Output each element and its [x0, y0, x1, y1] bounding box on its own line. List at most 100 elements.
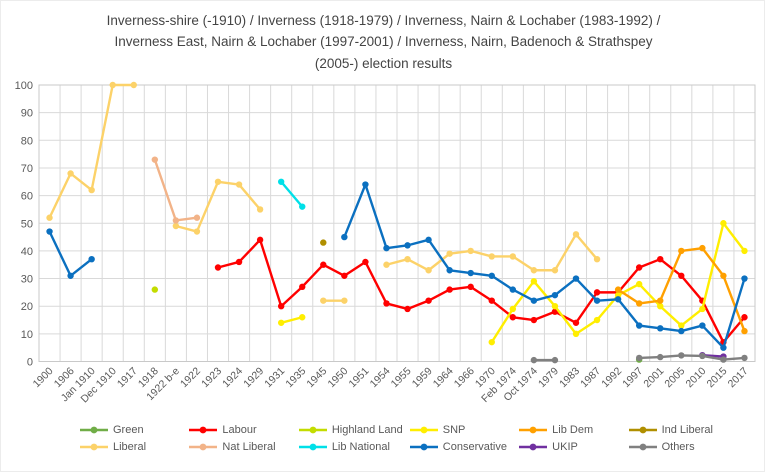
- series-point-liberal: [46, 214, 53, 221]
- x-tick-label: 2015: [705, 365, 730, 390]
- series-point-others: [741, 354, 748, 362]
- x-tick-label: 1900: [31, 365, 56, 390]
- x-tick-label: 2001: [641, 365, 666, 390]
- x-tick-label: 1979: [536, 365, 561, 390]
- series-point-liberal: [446, 250, 453, 257]
- series-line-lib-dem: [616, 246, 746, 333]
- x-tick-label: 1935: [283, 365, 308, 390]
- y-tick-label: 10: [21, 329, 33, 341]
- series-point-labour: [635, 264, 643, 271]
- series-point-nat-liberal: [151, 156, 159, 163]
- x-tick-label: 1955: [389, 365, 414, 390]
- series-point-liberal: [404, 255, 411, 263]
- chart-title-line-2: Inverness East, Nairn & Lochaber (1997-2…: [114, 34, 653, 50]
- legend-label-labour: Labour: [222, 424, 257, 436]
- legend-item-ukip: UKIP: [518, 441, 621, 453]
- series-point-lib-national: [299, 203, 306, 210]
- series-point-labour: [214, 264, 222, 271]
- series-point-lib-dem: [741, 327, 748, 335]
- legend-label-ukip: UKIP: [552, 441, 578, 453]
- series-point-liberal: [530, 267, 538, 274]
- series-point-highland-land: [151, 286, 159, 293]
- legend-swatch-liberal: [80, 443, 108, 451]
- series-point-conservative: [425, 236, 432, 244]
- legend-item-lib-dem: Lib Dem: [518, 424, 621, 436]
- series-point-ind-liberal: [320, 239, 327, 246]
- x-tick-label: 1923: [199, 365, 224, 390]
- series-point-conservative: [446, 267, 453, 274]
- legend-label-snp: SNP: [442, 424, 466, 436]
- series-point-lib-dem: [657, 297, 664, 304]
- y-tick-label: 70: [21, 163, 33, 175]
- y-tick-label: 60: [21, 191, 33, 203]
- series-point-conservative: [341, 233, 348, 241]
- series-point-labour: [341, 272, 348, 279]
- series-point-snp: [572, 330, 580, 338]
- legend-label-ind-liberal: Ind Liberal: [661, 424, 713, 436]
- y-tick-label: 100: [15, 80, 33, 92]
- chart-title-line-3: (2005-) election results: [314, 55, 453, 71]
- series-point-conservative: [467, 269, 474, 277]
- series-point-conservative: [593, 297, 601, 304]
- series-line-others: [637, 354, 746, 361]
- series-point-nat-liberal: [193, 214, 201, 221]
- plot-border: [38, 84, 756, 362]
- series-point-liberal: [320, 297, 327, 304]
- legend-label-others: Others: [661, 441, 695, 453]
- series-point-liberal: [193, 228, 201, 235]
- series-point-conservative: [678, 327, 685, 335]
- series-point-others: [657, 353, 664, 361]
- series-point-labour: [235, 258, 243, 266]
- y-tick-label: 30: [21, 274, 33, 286]
- legend-label-green: Green: [113, 424, 144, 436]
- legend-swatch-ukip: [519, 443, 548, 451]
- x-tick-label: 1959: [410, 365, 435, 390]
- x-tick-label: 1917: [115, 365, 140, 390]
- series-point-snp: [678, 322, 685, 329]
- x-tick-label: 1992: [599, 365, 624, 390]
- series-point-labour: [467, 283, 474, 291]
- series-point-others: [551, 356, 559, 364]
- legend-swatch-highland-land: [298, 426, 327, 434]
- legend-item-labour: Labour: [188, 424, 291, 436]
- series-point-snp: [741, 247, 748, 255]
- y-tick-label: 50: [21, 218, 33, 230]
- series-line-labour: [216, 238, 746, 344]
- legend-label-nat-liberal: Nat Liberal: [222, 441, 276, 453]
- series-point-labour: [362, 258, 369, 266]
- series-point-liberal: [109, 81, 116, 89]
- y-tick-label: 0: [27, 357, 33, 369]
- x-tick-label: 1922: [178, 365, 203, 390]
- series-point-conservative: [530, 297, 538, 304]
- legend-item-others: Others: [628, 441, 731, 453]
- series-point-conservative: [720, 344, 727, 351]
- x-tick-label: 1964: [431, 365, 456, 390]
- legend-item-liberal: Liberal: [79, 441, 182, 453]
- series-point-snp: [635, 280, 643, 288]
- legend-item-snp: SNP: [409, 424, 512, 436]
- series-point-labour: [383, 300, 390, 307]
- series-point-labour: [404, 305, 411, 313]
- series-point-labour: [277, 303, 285, 310]
- legend-swatch-green: [80, 426, 108, 434]
- legend-label-lib-national: Lib National: [331, 441, 390, 453]
- legend-swatch-lib-dem: [519, 426, 548, 434]
- series-point-liberal: [235, 181, 243, 188]
- legend-item-nat-liberal: Nat Liberal: [188, 441, 291, 453]
- x-tick-label: 1987: [578, 365, 603, 390]
- legend-item-ind-liberal: Ind Liberal: [628, 424, 731, 436]
- series-point-liberal: [509, 253, 517, 260]
- x-tick-label: 1966: [452, 365, 477, 390]
- series-line-conservative: [48, 230, 93, 277]
- legend-swatch-nat-liberal: [189, 443, 218, 451]
- series-point-labour: [657, 255, 664, 263]
- series-point-snp: [488, 338, 495, 346]
- series-line-liberal: [48, 83, 135, 219]
- y-tick-label: 90: [21, 108, 33, 120]
- series-line-conservative: [343, 183, 746, 349]
- legend-swatch-ind-liberal: [628, 426, 657, 434]
- x-tick-label: 1950: [325, 365, 350, 390]
- series-point-labour: [320, 261, 327, 268]
- legend-item-highland-land: Highland Land: [298, 424, 403, 436]
